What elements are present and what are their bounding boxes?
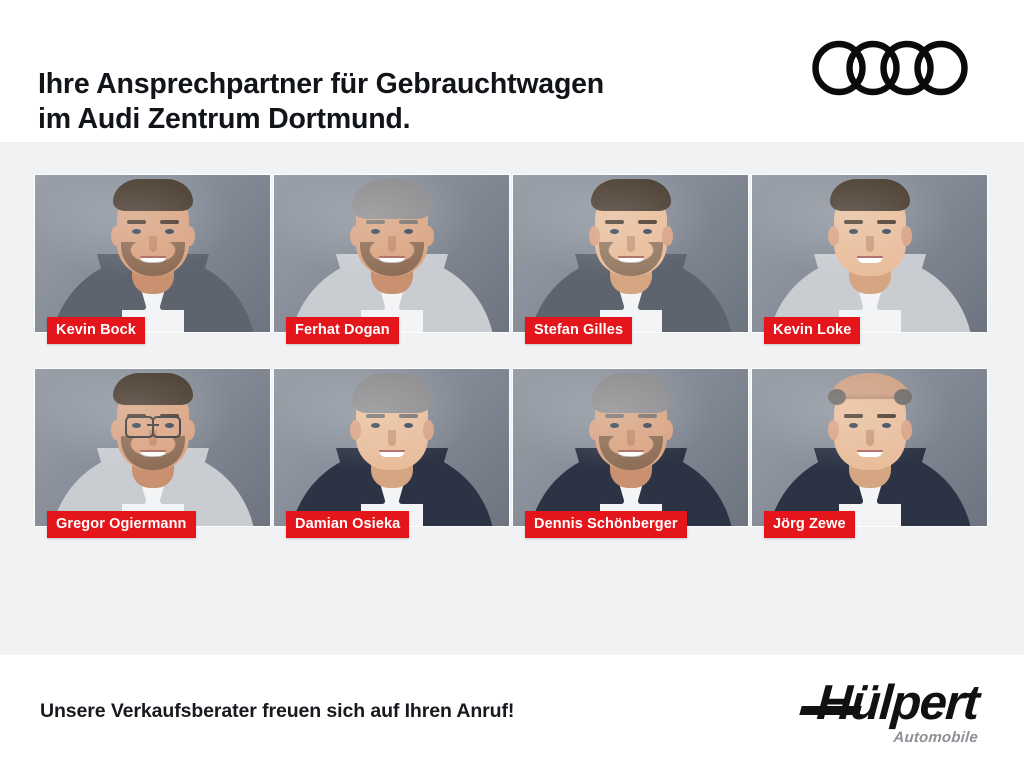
name-badge: Jörg Zewe bbox=[764, 510, 855, 538]
team-card[interactable]: Damian Osieka bbox=[274, 369, 509, 538]
huelpert-subtitle: Automobile bbox=[892, 728, 979, 746]
team-card[interactable]: Gregor Ogiermann bbox=[35, 369, 270, 538]
footer-call-to-action: Unsere Verkaufsberater freuen sich auf I… bbox=[40, 700, 515, 722]
audi-rings-icon bbox=[812, 40, 970, 96]
portrait-kevin-loke bbox=[752, 175, 987, 332]
portrait-stefan-gilles bbox=[513, 175, 748, 332]
name-badge: Dennis Schönberger bbox=[525, 510, 687, 538]
team-card[interactable]: Kevin Loke bbox=[752, 175, 987, 344]
name-badge: Gregor Ogiermann bbox=[47, 510, 196, 538]
portrait-joerg-zewe bbox=[752, 369, 987, 526]
team-card[interactable]: Dennis Schönberger bbox=[513, 369, 748, 538]
team-grid: Kevin Bock bbox=[35, 175, 989, 538]
headline-line-1: Ihre Ansprechpartner für Gebrauchtwagen bbox=[38, 68, 605, 100]
team-board: Kevin Bock bbox=[0, 142, 1024, 655]
portrait-gregor-ogiermann bbox=[35, 369, 270, 526]
team-card[interactable]: Stefan Gilles bbox=[513, 175, 748, 344]
huelpert-wordmark: Hülpert bbox=[815, 675, 980, 730]
name-badge: Stefan Gilles bbox=[525, 316, 633, 344]
portrait-kevin-bock bbox=[35, 175, 270, 332]
portrait-dennis-schoenberger bbox=[513, 369, 748, 526]
team-card[interactable]: Jörg Zewe bbox=[752, 369, 987, 538]
headline-line-2: im Audi Zentrum Dortmund. bbox=[38, 103, 411, 135]
team-card[interactable]: Kevin Bock bbox=[35, 175, 270, 344]
footer: Unsere Verkaufsberater freuen sich auf I… bbox=[0, 655, 1024, 768]
name-badge: Kevin Loke bbox=[764, 316, 861, 344]
name-badge: Kevin Bock bbox=[47, 316, 145, 344]
name-badge: Damian Osieka bbox=[286, 510, 410, 538]
team-card[interactable]: Ferhat Dogan bbox=[274, 175, 509, 344]
page-title: Ihre Ansprechpartner für Gebrauchtwagen … bbox=[38, 32, 604, 172]
huelpert-logo: Hülpert Automobile bbox=[815, 675, 980, 746]
portrait-ferhat-dogan bbox=[274, 175, 509, 332]
name-badge: Ferhat Dogan bbox=[286, 316, 399, 344]
header: Ihre Ansprechpartner für Gebrauchtwagen … bbox=[0, 0, 1024, 142]
portrait-damian-osieka bbox=[274, 369, 509, 526]
